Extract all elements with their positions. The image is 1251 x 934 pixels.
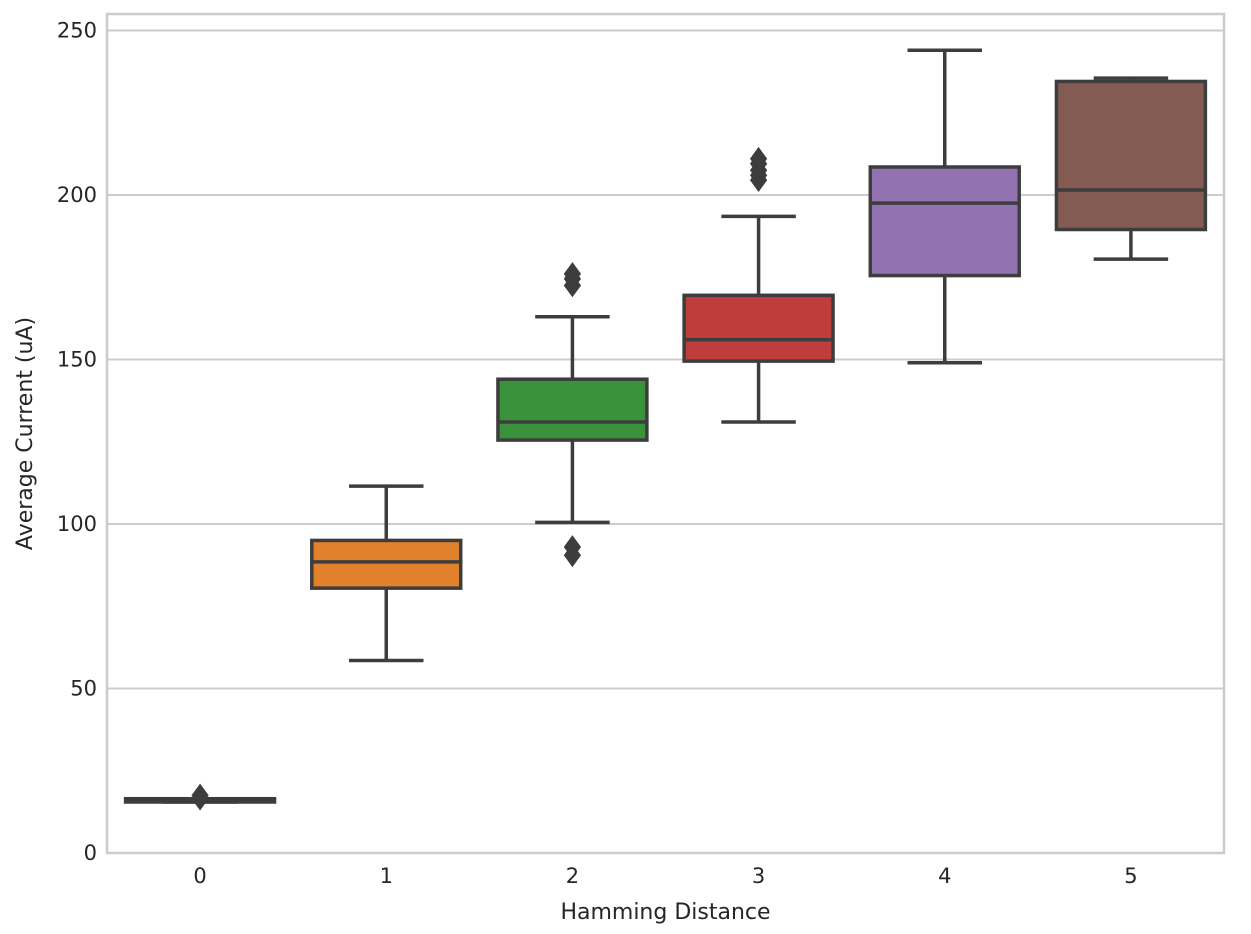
x-tick-label: 4 bbox=[938, 864, 951, 888]
outlier-point bbox=[563, 535, 582, 559]
box-iqr bbox=[1054, 79, 1208, 232]
y-axis-label: Average Current (uA) bbox=[13, 317, 38, 550]
box-group-3 bbox=[682, 146, 835, 424]
y-tick-label: 100 bbox=[57, 512, 97, 536]
y-tick-label: 150 bbox=[57, 347, 97, 371]
y-tick-labels: 0 50 100 150 200 250 bbox=[57, 18, 97, 865]
x-tick-label: 3 bbox=[752, 864, 765, 888]
x-axis-label: Hamming Distance bbox=[560, 900, 770, 925]
outlier-point bbox=[191, 783, 209, 808]
box-group-2 bbox=[496, 262, 649, 568]
box-iqr bbox=[310, 538, 463, 590]
box-group-4 bbox=[868, 48, 1021, 365]
y-tick-label: 250 bbox=[57, 18, 97, 42]
outlier-point bbox=[563, 262, 582, 286]
box-group-0 bbox=[123, 783, 277, 811]
x-tick-label: 0 bbox=[193, 864, 206, 888]
x-tick-label: 5 bbox=[1124, 864, 1137, 888]
y-tick-label: 200 bbox=[57, 183, 97, 207]
x-tick-label: 2 bbox=[566, 864, 579, 888]
box-group-5 bbox=[1054, 76, 1208, 261]
x-tick-labels: 0 1 2 3 4 5 bbox=[193, 864, 1137, 888]
plot-frame bbox=[105, 12, 1226, 855]
outlier-point bbox=[749, 146, 768, 171]
box-group-1 bbox=[310, 484, 463, 663]
boxes bbox=[123, 48, 1208, 811]
y-tick-label: 0 bbox=[84, 841, 97, 865]
box-iqr bbox=[868, 165, 1021, 278]
box-iqr bbox=[496, 377, 649, 442]
x-tick-label: 1 bbox=[380, 864, 393, 888]
y-tick-label: 50 bbox=[70, 676, 97, 700]
box-iqr bbox=[682, 293, 835, 363]
